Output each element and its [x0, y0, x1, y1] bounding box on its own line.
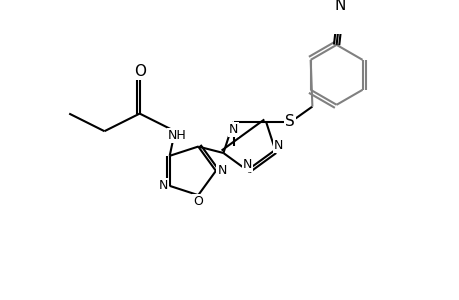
Text: N: N — [228, 123, 238, 136]
Text: N: N — [334, 0, 345, 13]
Text: O: O — [193, 195, 203, 208]
Text: N: N — [158, 179, 168, 192]
Text: N: N — [217, 164, 226, 177]
Text: O: O — [134, 64, 146, 79]
Text: NH: NH — [168, 129, 186, 142]
Text: S: S — [285, 115, 295, 130]
Text: N: N — [273, 139, 282, 152]
Text: N: N — [242, 158, 252, 171]
